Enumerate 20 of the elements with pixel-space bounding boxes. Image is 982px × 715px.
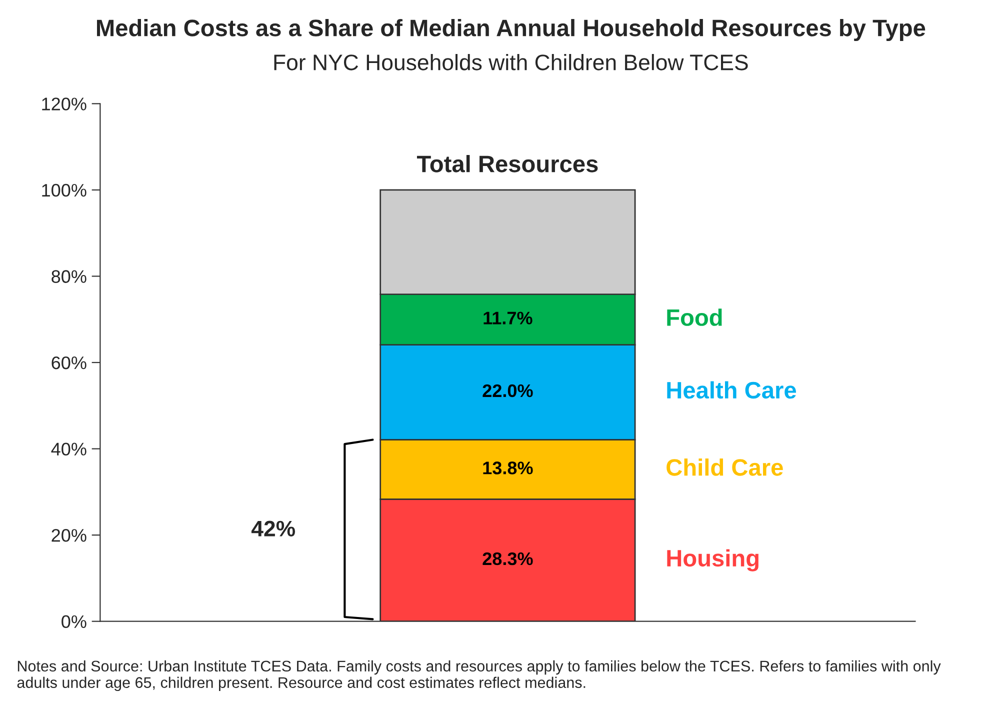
- text: Notes and Source: Urban Institute TCES Data. Family costs and resources apply to families below the TCES. Refers to families with only adults under age 65, children present. Resource and cost estimates reflect medians.: [17, 660, 941, 692]
- chart-title: Median Costs as a Share of Median Annual Household Resources by Type: [96, 19, 926, 42]
- y-tick-label: 120%: [42, 98, 86, 110]
- data-label: 11.7%: [484, 312, 532, 324]
- series-label: Housing: [667, 549, 758, 572]
- y-tick-label: 60%: [52, 356, 86, 370]
- y-tick-label: 80%: [52, 270, 86, 283]
- data-label: 22.0%: [482, 384, 533, 398]
- data-label: 13.8%: [483, 462, 533, 474]
- y-tick-label: 100%: [42, 184, 86, 197]
- y-tick-label: 0%: [62, 615, 86, 628]
- y-tick-label: 20%: [52, 528, 86, 542]
- text: 42%: [251, 520, 296, 536]
- chart-subtitle: For NYC Households with Children Below TCES: [274, 54, 748, 70]
- series-label: Food: [667, 308, 722, 326]
- series-label: Health Care: [667, 381, 796, 399]
- series-label: Child Care: [666, 458, 783, 476]
- y-tick-label: 40%: [51, 442, 86, 456]
- annotation: Total Resources: [416, 155, 598, 172]
- data-label: 28.3%: [482, 552, 533, 566]
